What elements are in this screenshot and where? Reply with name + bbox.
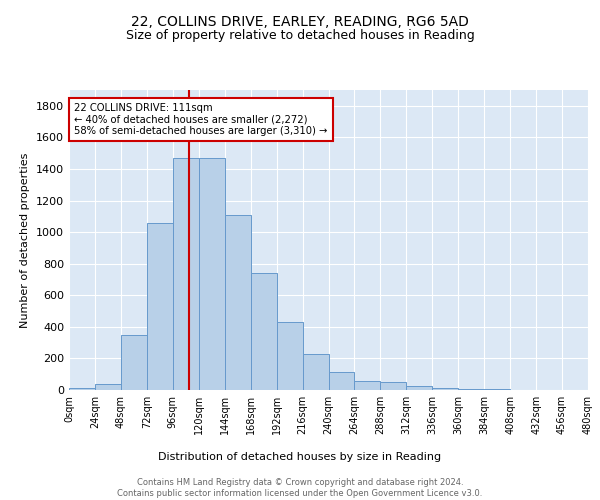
Bar xyxy=(173,158,199,390)
Bar xyxy=(225,214,251,390)
Bar xyxy=(329,372,355,390)
Bar xyxy=(458,388,484,390)
Bar xyxy=(69,388,95,390)
Bar xyxy=(406,386,432,390)
Bar xyxy=(380,382,406,390)
Bar xyxy=(355,380,380,390)
Bar xyxy=(302,354,329,390)
Text: Size of property relative to detached houses in Reading: Size of property relative to detached ho… xyxy=(125,28,475,42)
Bar xyxy=(95,384,121,390)
Text: Distribution of detached houses by size in Reading: Distribution of detached houses by size … xyxy=(158,452,442,462)
Bar xyxy=(484,389,510,390)
Y-axis label: Number of detached properties: Number of detached properties xyxy=(20,152,31,328)
Bar xyxy=(147,222,173,390)
Bar xyxy=(199,158,224,390)
Bar xyxy=(121,334,147,390)
Bar xyxy=(432,388,458,390)
Text: 22 COLLINS DRIVE: 111sqm
← 40% of detached houses are smaller (2,272)
58% of sem: 22 COLLINS DRIVE: 111sqm ← 40% of detach… xyxy=(74,102,328,136)
Bar xyxy=(251,273,277,390)
Bar xyxy=(277,322,302,390)
Text: 22, COLLINS DRIVE, EARLEY, READING, RG6 5AD: 22, COLLINS DRIVE, EARLEY, READING, RG6 … xyxy=(131,16,469,30)
Text: Contains HM Land Registry data © Crown copyright and database right 2024.
Contai: Contains HM Land Registry data © Crown c… xyxy=(118,478,482,498)
